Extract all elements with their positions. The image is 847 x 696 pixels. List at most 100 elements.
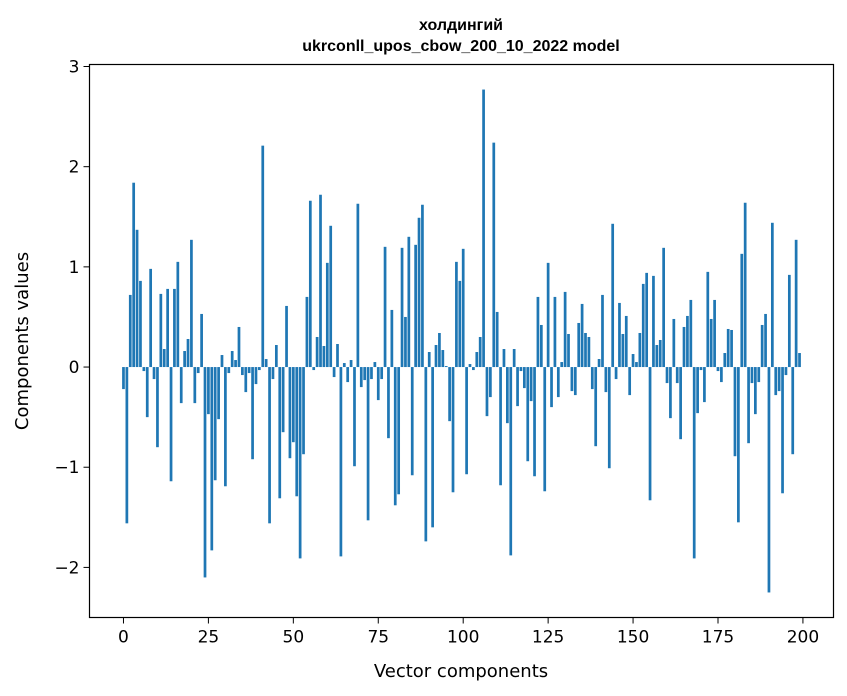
bar-21 [193, 367, 197, 404]
bar-5 [139, 280, 142, 368]
bar-43 [268, 367, 271, 524]
bar-75 [376, 367, 380, 401]
bar-150 [631, 354, 635, 368]
y-tick-label: −2 [54, 558, 79, 578]
bar-183 [743, 202, 747, 368]
bar-41 [261, 145, 265, 368]
bar-123 [539, 324, 543, 368]
bar-136 [584, 332, 587, 368]
x-tick-label: 200 [787, 628, 819, 648]
bar-61 [329, 225, 333, 368]
bar-100 [461, 248, 465, 368]
bar-180 [733, 367, 737, 457]
bar-84 [407, 236, 411, 368]
bar-19 [186, 339, 190, 368]
bar-101 [465, 367, 468, 475]
bar-33 [234, 360, 237, 368]
bar-108 [489, 367, 492, 398]
bar-50 [291, 367, 295, 443]
bar-49 [288, 367, 292, 459]
bar-125 [546, 262, 550, 368]
bar-7 [145, 367, 149, 418]
bar-42 [264, 359, 268, 368]
bar-52 [298, 367, 302, 559]
bar-156 [652, 275, 655, 368]
bar-24 [203, 367, 207, 578]
bar-45 [274, 345, 278, 368]
bar-62 [332, 367, 336, 378]
bar-40 [258, 367, 261, 371]
chart-title-line-1: холдингий [419, 17, 503, 34]
bar-167 [689, 299, 693, 368]
bar-77 [383, 246, 387, 368]
bar-157 [655, 345, 659, 368]
bar-39 [254, 367, 258, 385]
bar-83 [404, 316, 407, 368]
bar-166 [686, 315, 689, 368]
bar-51 [295, 367, 299, 497]
bar-97 [451, 367, 455, 493]
bar-149 [628, 367, 632, 396]
bar-160 [665, 367, 669, 384]
bar-187 [757, 367, 761, 383]
bar-59 [322, 346, 326, 368]
bar-17 [179, 367, 183, 404]
bar-120 [529, 367, 533, 402]
bar-155 [648, 367, 652, 501]
bar-1 [125, 367, 129, 524]
bar-196 [787, 274, 791, 368]
y-axis-label: Components values [12, 252, 33, 430]
bar-27 [213, 367, 217, 481]
bar-70 [359, 367, 363, 388]
bar-171 [703, 367, 706, 403]
bar-158 [658, 340, 662, 368]
bar-133 [573, 367, 577, 396]
bar-10 [156, 367, 159, 448]
bar-144 [611, 223, 615, 368]
bar-140 [597, 359, 601, 368]
bar-131 [567, 333, 570, 368]
chart-title-line-2: ukrconll_upos_cbow_200_10_2022 model [302, 38, 619, 55]
bar-118 [522, 367, 526, 389]
bar-46 [278, 367, 282, 499]
bar-198 [794, 239, 798, 368]
bar-178 [726, 328, 730, 368]
bar-11 [159, 293, 163, 368]
bar-23 [200, 313, 203, 368]
bar-80 [393, 367, 397, 506]
x-tick-label: 175 [702, 628, 734, 648]
bar-162 [672, 318, 676, 368]
bar-74 [373, 362, 377, 368]
bar-154 [645, 272, 649, 368]
bar-176 [720, 367, 723, 383]
bar-73 [370, 367, 373, 380]
bar-184 [747, 367, 750, 444]
bar-9 [152, 367, 156, 380]
bar-169 [696, 367, 699, 414]
bar-48 [285, 305, 288, 368]
bar-8 [149, 268, 153, 368]
bar-137 [587, 336, 591, 368]
bar-13 [166, 288, 169, 368]
bar-98 [455, 261, 458, 368]
bar-99 [458, 280, 462, 368]
bar-152 [638, 332, 642, 368]
bar-79 [390, 309, 394, 368]
bar-22 [196, 367, 200, 374]
bar-90 [427, 352, 431, 368]
y-tick-label: 0 [69, 358, 80, 378]
bar-179 [730, 329, 733, 368]
bar-110 [495, 311, 499, 368]
bar-129 [560, 362, 564, 368]
bar-192 [774, 367, 778, 396]
bar-148 [624, 315, 628, 368]
bar-81 [397, 367, 401, 495]
y-tick-label: 1 [69, 258, 80, 278]
y-axis-ticks: −2 −1 0 1 2 3 [54, 58, 90, 578]
bar-30 [224, 367, 227, 487]
bar-185 [750, 367, 754, 384]
bar-34 [237, 326, 241, 368]
bar-105 [478, 336, 482, 368]
bar-35 [241, 367, 244, 376]
bar-161 [669, 367, 672, 419]
